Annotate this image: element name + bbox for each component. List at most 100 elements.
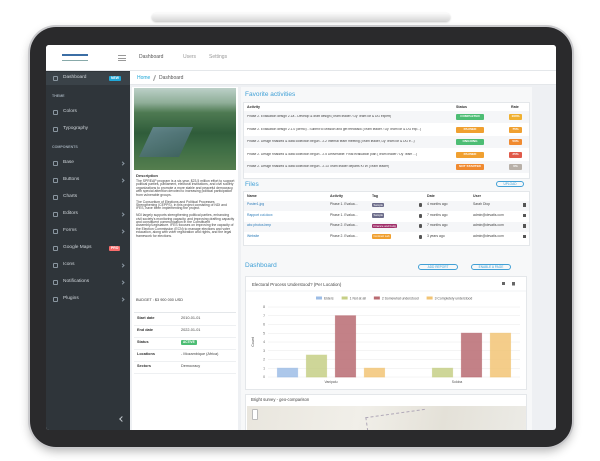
detail-value: 2010-01-01 bbox=[181, 316, 201, 320]
y-tick-label: 8 bbox=[263, 305, 265, 309]
zoom-control[interactable] bbox=[252, 409, 258, 420]
dashboard-button[interactable]: ENABLE A PAGE bbox=[471, 264, 511, 270]
y-tick-label: 1 bbox=[263, 366, 265, 370]
download-icon[interactable] bbox=[419, 234, 422, 239]
bar-chart: Electoral Process Understood? (Per Locat… bbox=[246, 282, 526, 384]
detail-label: Status bbox=[137, 340, 149, 344]
delete-icon[interactable] bbox=[523, 234, 526, 238]
chevron bbox=[120, 161, 125, 166]
menu-toggle[interactable] bbox=[118, 55, 126, 61]
sidebar-item[interactable]: Google Maps bbox=[63, 245, 92, 250]
x-tick-label: Soloba bbox=[452, 380, 463, 384]
legend-swatch bbox=[426, 296, 433, 300]
bar bbox=[460, 332, 483, 378]
file-name[interactable]: Poster1.jpg bbox=[247, 202, 265, 206]
tag-badge: Sample bbox=[372, 213, 385, 218]
download-icon[interactable] bbox=[419, 203, 422, 207]
nav-link[interactable]: Dashboard bbox=[139, 54, 164, 60]
row-bg bbox=[244, 200, 529, 211]
sidebar-item[interactable]: Forms bbox=[63, 228, 77, 233]
legend-label: 1 Not at all bbox=[350, 296, 366, 300]
sidebar-icon bbox=[53, 195, 58, 200]
legend-swatch bbox=[341, 296, 348, 300]
dashboard-button[interactable]: ADD REPORT bbox=[418, 264, 458, 270]
collapse-chevron[interactable] bbox=[119, 416, 125, 422]
sidebar-item[interactable]: Charts bbox=[63, 194, 78, 199]
status-badge: COMPLETED bbox=[456, 114, 484, 120]
row-bg bbox=[244, 211, 529, 221]
sidebar-section: THEME bbox=[52, 94, 65, 98]
detail-label: End date bbox=[137, 328, 154, 332]
delete-icon[interactable] bbox=[523, 213, 526, 217]
details-rule bbox=[134, 312, 236, 313]
sidebar: Dashboard NEW THEME Colors Typography COMPONE… bbox=[46, 71, 130, 430]
section-title: Files bbox=[245, 181, 259, 188]
column-header: Activity bbox=[247, 105, 260, 109]
sidebar-item[interactable]: Buttons bbox=[63, 177, 80, 182]
sidebar-item[interactable]: Plugins bbox=[63, 296, 79, 301]
sidebar-item[interactable]: Notifications bbox=[63, 279, 90, 284]
budget: BUDGET : $3 900 000 USD bbox=[136, 298, 183, 302]
breadcrumb-current: Dashboard bbox=[159, 75, 184, 81]
y-tick-label: 0 bbox=[263, 375, 265, 379]
pencil bbox=[152, 13, 450, 21]
nav-link[interactable]: Users bbox=[183, 54, 197, 60]
legend-swatch bbox=[373, 296, 380, 300]
delete-icon[interactable] bbox=[523, 203, 526, 207]
detail-label: Sectors bbox=[137, 364, 151, 368]
legend-label: 2 Somewhat understood bbox=[382, 296, 419, 300]
column-header: Activity bbox=[330, 194, 343, 198]
download-icon[interactable] bbox=[419, 213, 422, 218]
download-icon[interactable] bbox=[419, 224, 422, 228]
chart-card: Electoral Process Understood? (Per Locat… bbox=[245, 276, 527, 390]
y-tick-label: 2 bbox=[263, 358, 265, 362]
file-name[interactable]: Website bbox=[247, 233, 260, 238]
file-user: admin@devatis.com bbox=[473, 223, 504, 227]
activity-name[interactable]: Phase 2. Design finalized & data collect… bbox=[247, 165, 390, 168]
activity-name[interactable]: Phase 2. Design finalized & data collect… bbox=[247, 152, 418, 156]
file-activity: Phase 1. Evalua... bbox=[330, 202, 358, 206]
delete-icon[interactable] bbox=[523, 224, 526, 228]
activity-name[interactable]: Phase 2. Evaluation design 2.1.0 (demo) … bbox=[247, 127, 422, 131]
breadcrumb-home[interactable]: Home bbox=[137, 75, 151, 81]
upload-button[interactable]: UPLOAD bbox=[496, 181, 524, 187]
file-activity: Phase 2. Evalua... bbox=[330, 233, 358, 238]
description-label: Description bbox=[136, 173, 159, 178]
chevron bbox=[120, 263, 125, 268]
activity-name[interactable]: Phase 2. Evaluation design 2.1a - Develo… bbox=[247, 115, 392, 118]
sidebar-item[interactable]: Colors bbox=[63, 109, 77, 114]
file-date: 4 months ago bbox=[427, 202, 448, 206]
bar bbox=[363, 367, 386, 378]
status-badge: NOT STARTED bbox=[456, 164, 484, 170]
nav-link[interactable]: Settings bbox=[209, 54, 228, 60]
activity-name[interactable]: Phase 2. Design finalized & data collect… bbox=[247, 140, 415, 143]
status-badge: ACTIVE bbox=[181, 340, 197, 346]
legend-swatch bbox=[316, 296, 322, 300]
file-name[interactable]: abc photos.bmp bbox=[247, 223, 272, 227]
x-tick-label: Vanipalu bbox=[325, 380, 338, 384]
detail-rule bbox=[134, 373, 236, 374]
section-title: Dashboard bbox=[245, 262, 277, 269]
column-header: Date bbox=[427, 194, 435, 198]
sidebar-item[interactable]: Dashboard bbox=[63, 75, 87, 80]
legend-label: Elders bbox=[324, 296, 334, 300]
bar bbox=[431, 367, 454, 378]
sidebar-icon bbox=[53, 280, 58, 285]
detail-rule bbox=[134, 361, 236, 362]
sidebar-item[interactable]: Base bbox=[63, 160, 74, 165]
detail-rule bbox=[134, 325, 236, 326]
sidebar-icon bbox=[53, 76, 58, 81]
chart-title: Electoral Process Understood? (Per Locat… bbox=[252, 282, 342, 287]
file-date: 7 months ago bbox=[427, 223, 448, 227]
menu-toggle-bar bbox=[118, 58, 126, 59]
sidebar-item[interactable]: Icons bbox=[63, 262, 75, 267]
sidebar-item[interactable]: Editors bbox=[63, 211, 78, 216]
detail-label: Start date bbox=[137, 316, 155, 320]
file-date: 3 years ago bbox=[427, 233, 445, 238]
detail-rule bbox=[134, 349, 236, 350]
sidebar-item[interactable]: Typography bbox=[63, 126, 89, 131]
sidebar-icon bbox=[53, 212, 58, 217]
sidebar-badge: NEW bbox=[109, 75, 121, 81]
sidebar-icon bbox=[53, 297, 58, 302]
file-name[interactable]: Rapport cut.docx bbox=[247, 212, 273, 217]
